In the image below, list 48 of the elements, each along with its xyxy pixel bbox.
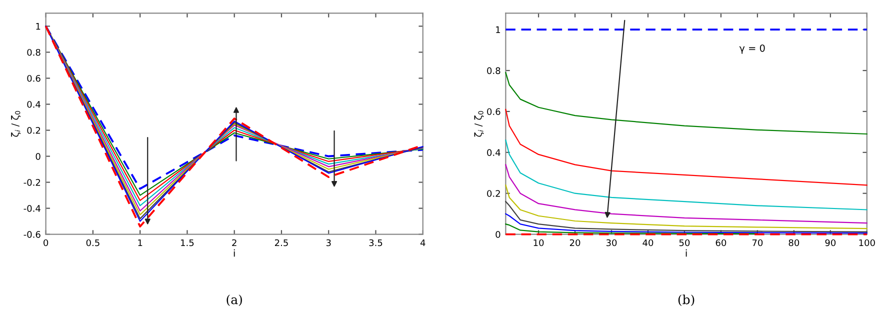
- x-tick-label: 40: [642, 239, 654, 246]
- x-tick-label: 2: [232, 239, 236, 246]
- x-tick-label: 90: [825, 239, 836, 246]
- y-tick-label: 0.2: [487, 190, 500, 197]
- line-series: [505, 108, 868, 186]
- x-tick-label: 70: [752, 239, 763, 246]
- y-tick-label: 0.6: [487, 108, 500, 116]
- y-tick-label: 0.4: [487, 149, 500, 156]
- y-tick-label: 0: [496, 231, 500, 238]
- y-tick-label: 0.2: [27, 126, 40, 134]
- y-tick-label: 1: [496, 26, 500, 34]
- y-tick-label: 0.4: [27, 100, 40, 108]
- x-tick-label: 30: [606, 239, 617, 246]
- line-series: [505, 184, 868, 230]
- y-tick-label: 1: [36, 23, 40, 30]
- annotation: γ = 0: [739, 44, 765, 54]
- x-tick-label: 3: [326, 239, 331, 246]
- y-tick-label: 0: [36, 152, 40, 160]
- x-tick-label: 3.5: [369, 239, 382, 246]
- x-axis-title: i: [686, 249, 687, 257]
- y-tick-label: 0.8: [487, 67, 500, 74]
- y-tick-label: -0.6: [24, 231, 40, 238]
- x-tick-label: 1.5: [181, 239, 194, 246]
- y-tick-label: 0.6: [27, 74, 40, 82]
- y-tick-label: -0.2: [24, 179, 40, 186]
- y-axis-title: ζ$_{i}$ / ζ$_{0}$: [474, 111, 484, 137]
- line-series: [505, 140, 868, 210]
- line-series: [505, 164, 868, 224]
- line-series: [505, 200, 868, 232]
- x-tick-label: 80: [788, 239, 800, 246]
- y-tick-label: -0.4: [24, 205, 40, 212]
- line-series: [505, 224, 758, 234]
- x-tick-label: 60: [716, 239, 726, 246]
- line-series: [505, 72, 868, 135]
- x-tick-label: 100: [859, 239, 875, 246]
- x-tick-label: 4: [420, 239, 426, 246]
- text: (a): [226, 294, 242, 306]
- x-tick-label: 2.5: [274, 239, 288, 246]
- x-tick-label: 0: [44, 239, 48, 246]
- text: (b): [678, 294, 694, 306]
- x-tick-label: 50: [679, 239, 690, 246]
- x-tick-label: 0.5: [86, 239, 100, 246]
- x-axis-title: i: [234, 249, 235, 257]
- x-tick-label: 10: [534, 239, 544, 246]
- y-axis-title: ζ$_{i}$ / ζ$_{0}$: [11, 111, 21, 137]
- x-tick-label: 1: [138, 239, 142, 246]
- y-tick-label: 0.8: [27, 48, 40, 56]
- x-tick-label: 20: [570, 239, 580, 246]
